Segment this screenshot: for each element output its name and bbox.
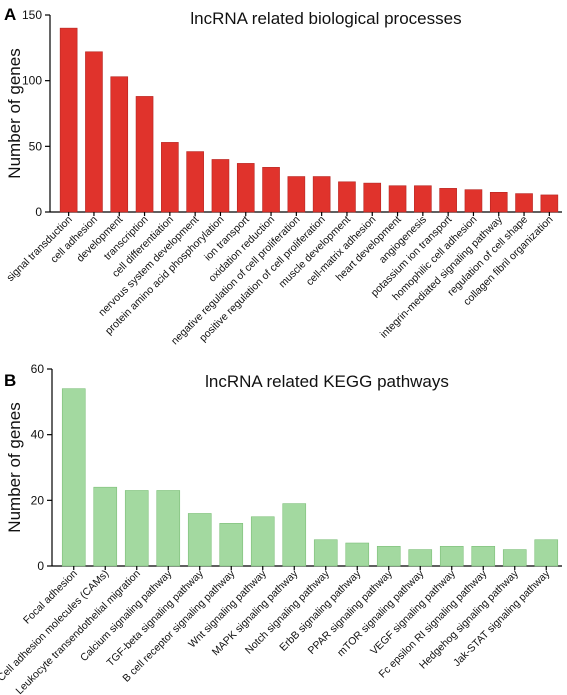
y-tick-label: 0 <box>35 205 42 219</box>
y-tick-label: 60 <box>31 362 45 376</box>
bar <box>282 503 307 567</box>
bar <box>211 159 230 213</box>
bar <box>345 542 370 567</box>
bar <box>515 193 533 213</box>
bar <box>219 523 244 567</box>
bar <box>408 549 433 567</box>
bar <box>534 539 559 567</box>
bar <box>161 142 179 213</box>
bar <box>93 486 118 567</box>
y-tick-label: 40 <box>31 428 45 442</box>
bar <box>414 185 432 213</box>
chart-title: lncRNA related biological processes <box>190 9 461 28</box>
bar <box>464 189 483 213</box>
bar <box>236 163 255 213</box>
bar <box>502 549 527 567</box>
bar <box>388 185 407 213</box>
bar <box>313 539 338 567</box>
y-axis-label: Number of genes <box>5 48 24 178</box>
bar <box>156 490 181 567</box>
bar <box>363 182 382 213</box>
bar <box>250 516 275 567</box>
bar <box>59 27 78 213</box>
y-tick-label: 150 <box>22 8 42 22</box>
bar <box>186 151 204 213</box>
y-tick-label: 20 <box>31 493 45 507</box>
y-tick-label: 0 <box>37 559 44 573</box>
bar <box>338 181 356 213</box>
bar <box>312 176 331 213</box>
panel-letter: B <box>4 371 16 390</box>
bar <box>439 545 464 567</box>
y-tick-label: 50 <box>29 139 43 153</box>
y-tick-label: 100 <box>22 74 42 88</box>
chart-title: lncRNA related KEGG pathways <box>205 372 449 391</box>
bar <box>376 545 401 567</box>
bar <box>471 545 496 567</box>
bar <box>187 513 212 567</box>
bar <box>287 176 306 213</box>
bar <box>439 188 457 213</box>
bar <box>61 388 86 567</box>
y-axis-label: Number of genes <box>5 402 24 532</box>
bar <box>489 192 508 213</box>
bar <box>85 51 103 213</box>
bar <box>110 76 129 213</box>
panel-letter: A <box>4 5 16 24</box>
bar <box>540 194 559 213</box>
bar <box>124 490 149 567</box>
x-tick-label: Focal adhesion <box>21 568 80 627</box>
bar <box>262 167 280 213</box>
bar <box>135 96 154 213</box>
